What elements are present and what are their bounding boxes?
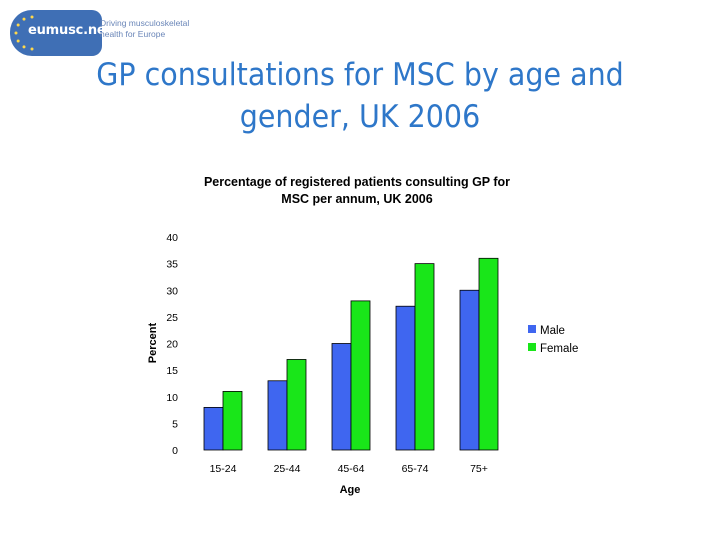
bar-male-65-74 [395,305,416,451]
chart-title-line2: MSC per annum, UK 2006 [281,192,432,206]
logo-star-icon [22,45,26,49]
y-tick-label: 25 [166,312,178,324]
logo-tagline-line1: Driving musculoskeletal [100,18,190,28]
y-tick-label: 40 [166,232,178,244]
x-tick-label: 45-64 [338,463,365,475]
logo-star-icon [22,17,26,21]
eumusc-logo: eumusc.net Driving musculoskeletal healt… [8,4,198,62]
logo-star-ring-icon [14,15,34,51]
y-axis-label: Percent [147,322,159,363]
x-tick-label: 15-24 [210,463,237,475]
y-tick-label: 35 [166,259,178,271]
x-tick-label: 25-44 [274,463,301,475]
slide-title: GP consultations for MSC by age and gend… [66,54,655,138]
logo-tagline-line2: health for Europe [100,29,166,39]
legend-swatch-male [528,325,536,333]
bar-male-25-44 [267,380,288,451]
bar-male-75+ [459,289,480,451]
bar-female-25-44 [286,359,307,451]
slide-title-line1: GP consultations for MSC by age and [96,57,624,93]
y-tick-label: 10 [166,392,178,404]
chart-title-line1: Percentage of registered patients consul… [204,175,510,189]
legend-swatch-female [528,343,536,351]
legend-label-female: Female [540,343,578,355]
logo-star-icon [16,23,20,27]
bar-female-15-24 [222,391,243,451]
x-axis-label: Age [340,484,361,496]
logo-star-icon [30,47,34,51]
slide-title-line2: gender, UK 2006 [239,99,481,135]
bar-female-75+ [478,257,499,451]
bar-female-45-64 [350,300,371,451]
bar-male-15-24 [203,406,224,451]
y-tick-label: 30 [166,285,178,297]
x-tick-label: 75+ [470,463,488,475]
y-tick-label: 15 [166,365,178,377]
logo-name: eumusc.net [28,23,112,38]
legend-label-male: Male [540,325,565,337]
logo-star-icon [30,15,34,19]
logo-badge [10,10,102,56]
y-tick-label: 0 [172,445,178,457]
bar-male-45-64 [331,343,352,451]
y-tick-label: 20 [166,339,178,351]
x-tick-label: 65-74 [402,463,429,475]
y-tick-label: 5 [172,418,178,430]
logo-star-icon [14,31,18,35]
logo-star-icon [16,39,20,43]
bar-female-65-74 [414,263,435,451]
